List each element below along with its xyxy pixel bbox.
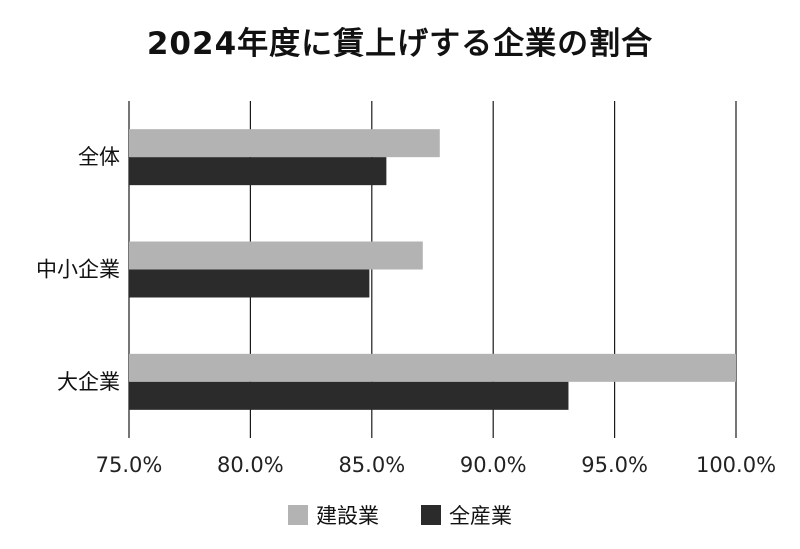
x-tick-label: 80.0% [217, 453, 284, 477]
bar [129, 241, 423, 270]
bar [129, 269, 370, 298]
category-label: 全体 [78, 145, 120, 169]
chart-title: 2024年度に賃上げする企業の割合 [146, 26, 654, 62]
bar [129, 381, 569, 410]
bar [129, 129, 440, 158]
category-label: 中小企業 [36, 258, 120, 282]
x-tick-label: 100.0% [696, 453, 776, 477]
legend: 建設業 全産業 [0, 500, 800, 530]
bars [129, 129, 736, 410]
legend-label-construction: 建設業 [316, 504, 379, 528]
x-tick-label: 75.0% [96, 453, 163, 477]
bar [129, 353, 736, 382]
legend-swatch-all-industries [421, 505, 441, 525]
legend-label-all-industries: 全産業 [449, 504, 512, 528]
category-label: 大企業 [57, 370, 120, 394]
bar [129, 157, 387, 186]
legend-item-construction: 建設業 [288, 500, 379, 530]
x-tick-label: 95.0% [581, 453, 648, 477]
x-tick-label: 85.0% [338, 453, 405, 477]
x-tick-label: 90.0% [460, 453, 527, 477]
x-tick-labels: 75.0% 80.0% 85.0% 90.0% 95.0% 100.0% [96, 453, 776, 477]
legend-item-all-industries: 全産業 [421, 500, 512, 530]
legend-swatch-construction [288, 505, 308, 525]
